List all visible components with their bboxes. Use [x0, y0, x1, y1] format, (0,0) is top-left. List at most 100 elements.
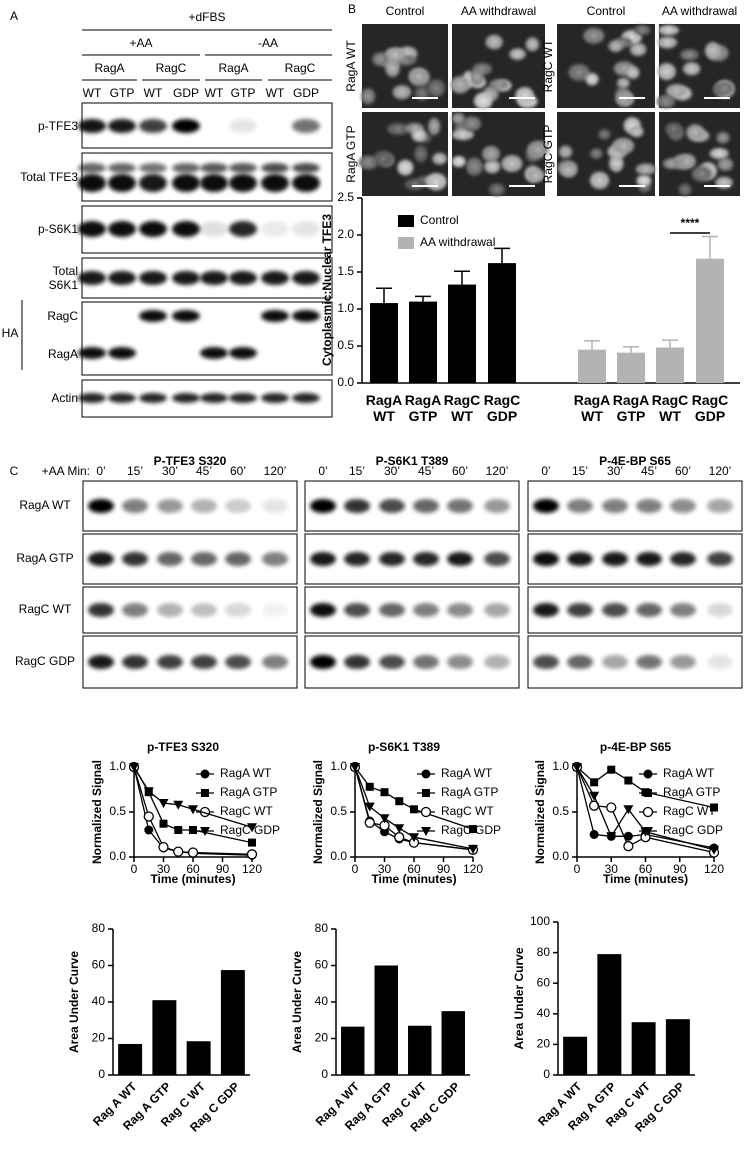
blot-frame: [82, 586, 298, 634]
blot-band: [122, 552, 148, 566]
significance-label: ****: [681, 216, 700, 230]
marker: [606, 802, 617, 813]
marker: [394, 832, 405, 843]
nucleus: [709, 48, 716, 54]
blot-band: [200, 174, 228, 192]
bar: [152, 1000, 177, 1075]
series-line: [354, 766, 474, 850]
blot-band: [707, 499, 733, 513]
nucleus: [395, 126, 402, 132]
blot-band: [139, 393, 167, 403]
blot-row-label: RagA GTP: [16, 551, 73, 565]
legend-marker: [422, 789, 430, 797]
marker: [187, 847, 199, 858]
marker: [158, 799, 169, 808]
bar: [488, 263, 516, 383]
legend-label: RagA WT: [441, 766, 493, 780]
legend-label: RagC WT: [663, 804, 716, 818]
blot-band: [636, 655, 662, 669]
bar: [220, 970, 245, 1075]
blot-band: [636, 499, 662, 513]
blot-frame: [527, 586, 743, 634]
panel-label: B: [348, 2, 356, 16]
series-line: [133, 766, 253, 828]
group-label: RagA: [94, 61, 124, 75]
marker: [173, 846, 184, 857]
bar: [409, 301, 437, 383]
legend-label: RagC GDP: [220, 823, 280, 837]
blot-band: [139, 221, 167, 237]
error-bar: [376, 287, 392, 304]
blot-band: [78, 221, 106, 237]
blot-band: [88, 655, 114, 669]
nucleus: [417, 151, 424, 157]
blot-band: [533, 552, 559, 566]
blot-band: [108, 221, 136, 237]
marker: [247, 823, 257, 833]
marker: [158, 841, 169, 853]
time-tick-label: 45’: [641, 464, 657, 478]
legend-label: RagA GTP: [441, 785, 498, 799]
blot-band: [225, 499, 251, 513]
nucleus: [365, 93, 372, 99]
nucleus: [590, 33, 597, 39]
marker: [623, 841, 634, 852]
image-column-label: Control: [386, 4, 425, 18]
blot-band: [533, 603, 559, 617]
time-tick-label: 0’: [541, 464, 550, 478]
blot-band: [262, 603, 288, 617]
marker: [468, 844, 478, 854]
lane-label: GDP: [173, 86, 199, 100]
y-tick-label: 80: [315, 921, 329, 935]
blot-row-label: RagC WT: [19, 602, 72, 616]
y-tick-label: 0.0: [330, 849, 347, 863]
marker: [365, 782, 374, 791]
x-tick-label: 60: [639, 862, 653, 876]
y-tick-label: 0: [98, 1067, 105, 1081]
blot-row-label: Total S6K1: [48, 264, 78, 292]
blot-band: [261, 163, 289, 173]
marker: [173, 800, 184, 810]
blot-band: [172, 393, 200, 403]
y-tick-label: 1.0: [109, 759, 126, 773]
chart-title: p-TFE3 S320: [147, 740, 219, 754]
blot-band: [344, 603, 370, 617]
marker: [607, 765, 616, 774]
blot-band: [261, 310, 289, 322]
legend-label: RagC WT: [220, 804, 273, 818]
blot-band: [379, 499, 405, 513]
nucleus: [722, 161, 729, 167]
chart-title: p-S6K1 T389: [368, 740, 440, 754]
x-tick-label: RagA GTP: [612, 392, 650, 424]
blot-band: [292, 119, 320, 133]
blot-band: [157, 603, 183, 617]
nucleus: [415, 73, 422, 79]
blot-band: [533, 655, 559, 669]
y-axis-label: Area Under Curve: [67, 951, 81, 1053]
bar: [597, 954, 622, 1075]
y-axis-label: Cytoplasmic:Nuclear TFE3: [320, 214, 334, 366]
nucleus: [565, 167, 572, 173]
y-axis-label: Area Under Curve: [290, 951, 304, 1053]
bar: [341, 1026, 365, 1075]
legend-label: AA withdrawal: [420, 235, 495, 249]
time-tick-label: 0’: [96, 464, 105, 478]
blot-band: [108, 174, 136, 192]
nucleus: [576, 69, 583, 75]
x-tick-label: 30: [157, 862, 171, 876]
nucleus: [489, 164, 496, 170]
legend-marker: [201, 789, 209, 797]
nucleus: [593, 151, 600, 157]
marker: [246, 849, 258, 860]
blot-band: [344, 655, 370, 669]
bar: [118, 1043, 143, 1075]
legend-label: RagA GTP: [220, 785, 277, 799]
bar: [374, 965, 398, 1075]
blot-band: [292, 163, 320, 173]
x-axis-label: Time (minutes): [150, 872, 235, 886]
x-tick-label: 120: [242, 862, 262, 876]
nucleus: [415, 132, 422, 138]
nucleus: [665, 27, 672, 33]
x-tick-label: 0: [352, 862, 359, 876]
blot-band: [261, 393, 289, 403]
